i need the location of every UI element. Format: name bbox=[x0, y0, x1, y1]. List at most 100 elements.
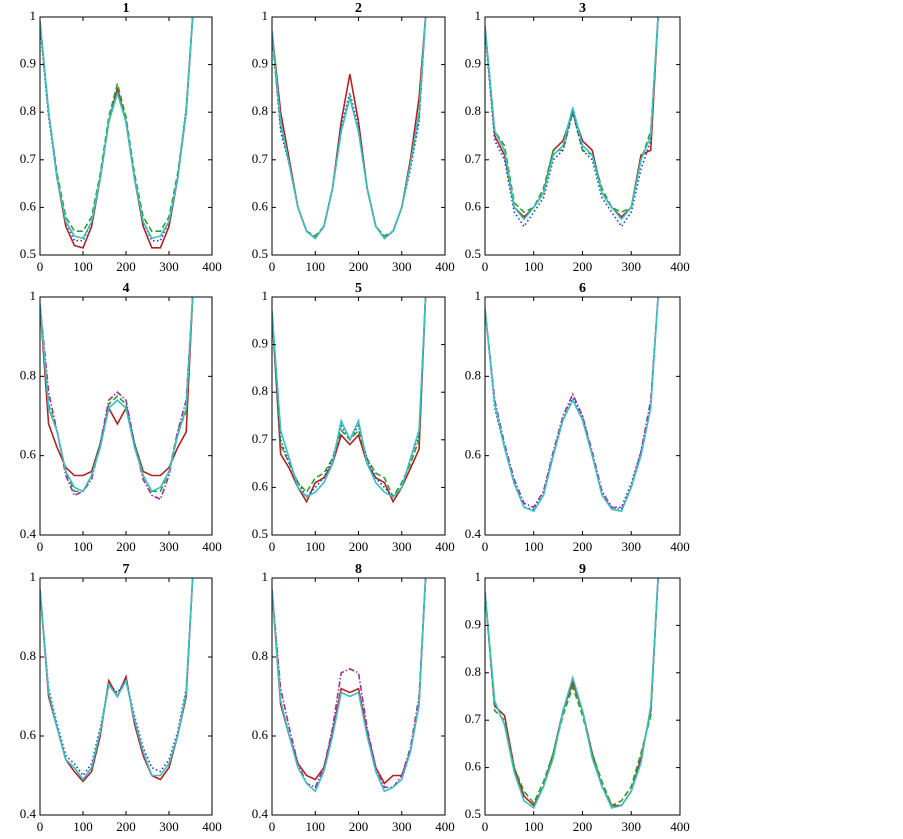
y-tick-label: 0.8 bbox=[252, 383, 268, 398]
panel-title: 2 bbox=[355, 1, 362, 16]
y-tick-label: 0.8 bbox=[20, 103, 36, 118]
panel: 8 0.4 0.6 0.8 1 0 100 200 300 400 bbox=[252, 562, 455, 834]
x-tick-label: 400 bbox=[435, 819, 455, 834]
y-tick-label: 0.8 bbox=[20, 367, 36, 382]
y-tick-label: 0.5 bbox=[465, 806, 481, 821]
panel: 4 0.4 0.6 0.8 1 0 100 200 300 400 bbox=[20, 281, 222, 554]
x-tick-label: 0 bbox=[37, 539, 44, 554]
x-tick-label: 0 bbox=[482, 819, 489, 834]
data-line bbox=[40, 297, 194, 501]
data-line bbox=[485, 297, 659, 513]
x-tick-label: 400 bbox=[202, 819, 222, 834]
panel: 7 0.4 0.6 0.8 1 0 100 200 300 400 bbox=[20, 562, 222, 834]
data-line bbox=[272, 297, 427, 499]
data-line bbox=[485, 578, 659, 810]
x-tick-label: 300 bbox=[392, 539, 412, 554]
y-tick-label: 0.4 bbox=[252, 806, 269, 821]
y-tick-label: 0.8 bbox=[465, 664, 481, 679]
y-tick-label: 1 bbox=[475, 288, 482, 303]
y-tick-label: 0.7 bbox=[465, 711, 482, 726]
x-tick-label: 0 bbox=[269, 539, 276, 554]
x-tick-label: 0 bbox=[269, 259, 276, 274]
data-line bbox=[272, 297, 427, 498]
y-tick-label: 0.8 bbox=[20, 648, 36, 663]
x-tick-label: 0 bbox=[482, 259, 489, 274]
y-tick-label: 0.7 bbox=[252, 431, 269, 446]
x-tick-label: 100 bbox=[524, 819, 544, 834]
data-line bbox=[40, 17, 194, 232]
panel-title: 8 bbox=[355, 562, 362, 577]
y-tick-label: 0.8 bbox=[465, 367, 481, 382]
x-tick-label: 300 bbox=[392, 259, 412, 274]
data-line bbox=[272, 297, 427, 504]
data-line bbox=[272, 578, 427, 789]
x-tick-label: 400 bbox=[670, 819, 690, 834]
y-tick-label: 0.8 bbox=[252, 648, 268, 663]
x-tick-label: 300 bbox=[622, 259, 642, 274]
panel: 5 0.5 0.6 0.7 0.8 0.9 1 0 100 200 300 400 bbox=[252, 281, 455, 554]
y-tick-label: 0.7 bbox=[252, 151, 269, 166]
x-tick-label: 0 bbox=[37, 259, 44, 274]
data-line bbox=[40, 297, 194, 477]
data-line bbox=[272, 17, 427, 240]
y-tick-label: 0.6 bbox=[20, 447, 37, 462]
y-tick-label: 1 bbox=[30, 569, 37, 584]
x-tick-label: 100 bbox=[306, 539, 326, 554]
y-tick-label: 0.5 bbox=[20, 246, 36, 261]
x-tick-label: 300 bbox=[392, 819, 412, 834]
x-tick-label: 400 bbox=[202, 259, 222, 274]
data-line bbox=[485, 17, 659, 228]
y-tick-label: 1 bbox=[475, 8, 482, 23]
panel-title: 7 bbox=[123, 562, 130, 577]
x-tick-label: 400 bbox=[202, 539, 222, 554]
y-tick-label: 0.9 bbox=[465, 616, 481, 631]
x-tick-label: 100 bbox=[73, 259, 93, 274]
panel-title: 3 bbox=[579, 1, 586, 16]
y-tick-label: 0.6 bbox=[465, 198, 482, 213]
panel: 6 0.4 0.6 0.8 1 0 100 200 300 400 bbox=[465, 281, 690, 554]
y-tick-label: 0.9 bbox=[252, 56, 268, 71]
y-tick-label: 1 bbox=[475, 569, 482, 584]
panel-title: 1 bbox=[123, 1, 130, 16]
panel: 3 0.5 0.6 0.7 0.8 0.9 1 0 100 200 300 400 bbox=[465, 1, 690, 274]
y-tick-label: 0.6 bbox=[465, 447, 482, 462]
panel-title: 6 bbox=[579, 281, 586, 296]
y-tick-label: 0.6 bbox=[465, 759, 482, 774]
x-tick-label: 300 bbox=[622, 819, 642, 834]
data-line bbox=[272, 578, 427, 793]
x-tick-label: 100 bbox=[306, 259, 326, 274]
x-tick-label: 400 bbox=[435, 539, 455, 554]
x-tick-label: 0 bbox=[269, 819, 276, 834]
x-tick-label: 400 bbox=[670, 259, 690, 274]
y-tick-label: 0.5 bbox=[252, 526, 268, 541]
y-tick-label: 0.6 bbox=[20, 198, 37, 213]
x-tick-label: 200 bbox=[573, 819, 593, 834]
y-tick-label: 0.8 bbox=[465, 103, 481, 118]
x-tick-label: 100 bbox=[73, 819, 93, 834]
x-tick-label: 100 bbox=[73, 539, 93, 554]
y-tick-label: 0.6 bbox=[252, 478, 269, 493]
x-tick-label: 0 bbox=[482, 539, 489, 554]
y-tick-label: 0.4 bbox=[20, 526, 37, 541]
data-line bbox=[40, 578, 194, 781]
y-tick-label: 0.7 bbox=[465, 151, 482, 166]
y-tick-label: 0.6 bbox=[252, 727, 269, 742]
y-tick-label: 0.5 bbox=[252, 246, 268, 261]
y-tick-label: 0.6 bbox=[252, 198, 269, 213]
panel-title: 4 bbox=[123, 281, 130, 296]
x-tick-label: 0 bbox=[37, 819, 44, 834]
y-tick-label: 1 bbox=[30, 8, 37, 23]
x-tick-label: 200 bbox=[573, 539, 593, 554]
y-tick-label: 0.9 bbox=[252, 336, 268, 351]
panel: 1 0.5 0.6 0.7 0.8 0.9 1 0 100 200 300 400 bbox=[20, 1, 222, 274]
x-tick-label: 200 bbox=[116, 259, 136, 274]
y-tick-label: 1 bbox=[262, 8, 269, 23]
y-tick-label: 0.5 bbox=[465, 246, 481, 261]
x-tick-label: 300 bbox=[159, 259, 179, 274]
x-tick-label: 200 bbox=[349, 819, 369, 834]
data-line bbox=[485, 17, 659, 221]
data-line bbox=[485, 578, 659, 807]
data-line bbox=[485, 578, 659, 807]
data-line bbox=[272, 297, 427, 499]
y-tick-label: 0.6 bbox=[20, 727, 37, 742]
